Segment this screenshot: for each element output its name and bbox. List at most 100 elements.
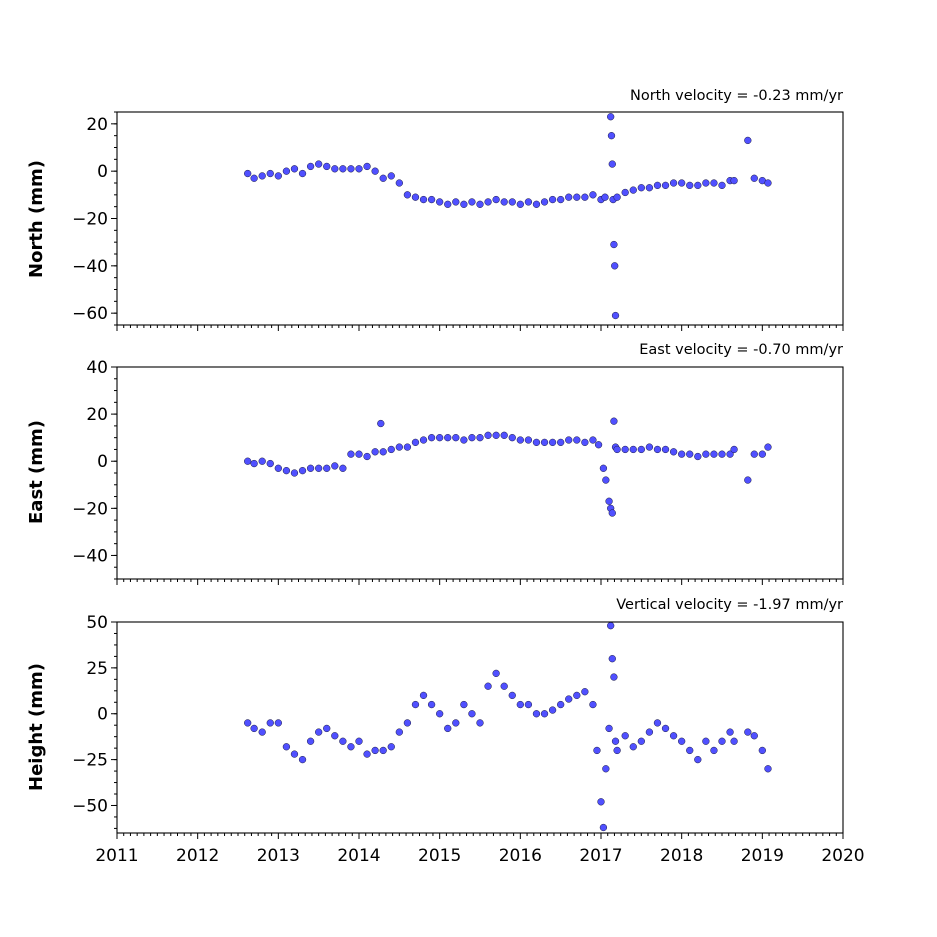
height-data-point: [710, 746, 718, 755]
height-data-point: [339, 737, 347, 745]
north-data-point: [516, 200, 524, 208]
north-y-tick-label: 0: [97, 162, 108, 182]
height-data-point: [540, 710, 549, 718]
east-data-point: [613, 445, 621, 454]
height-data-point: [608, 655, 616, 663]
height-data-point: [605, 724, 613, 733]
height-data-point: [500, 682, 508, 690]
east-data-point: [403, 443, 412, 451]
east-data-point: [599, 464, 608, 472]
north-data-point: [419, 195, 428, 204]
east-data-point: [678, 450, 686, 458]
height-data-point: [730, 737, 738, 745]
east-data-point: [532, 438, 541, 447]
east-data-point: [436, 434, 444, 442]
north-data-point: [274, 172, 282, 180]
north-data-point: [581, 193, 589, 201]
east-data-point: [610, 417, 618, 425]
height-data-point: [573, 691, 581, 700]
north-data-point: [607, 132, 616, 140]
east-data-point: [427, 434, 436, 442]
north-y-tick-label: −60: [72, 304, 108, 324]
east-data-point: [524, 436, 533, 444]
north-data-point: [363, 162, 371, 171]
east-data-point: [608, 509, 616, 517]
east-data-point: [764, 443, 772, 451]
east-data-point: [282, 466, 291, 475]
east-data-point: [484, 431, 492, 439]
east-y-tick-label: 20: [86, 405, 108, 425]
east-data-point: [444, 434, 452, 442]
height-data-point: [718, 737, 726, 745]
north-data-point: [611, 262, 619, 270]
north-data-point: [282, 167, 291, 175]
north-data-point: [532, 200, 541, 208]
north-panel: North velocity = -0.23 mm/yr North (mm) …: [26, 88, 844, 331]
height-data-point: [290, 750, 299, 758]
east-data-point: [730, 445, 738, 454]
north-data-point: [610, 240, 618, 249]
height-data-point: [371, 746, 379, 755]
north-data-point: [661, 181, 670, 190]
x-tick-label: 2012: [176, 846, 219, 866]
north-data-point: [565, 193, 573, 201]
north-data-point: [244, 169, 252, 178]
height-data-point: [744, 728, 752, 736]
height-data-point: [607, 622, 615, 630]
east-data-point: [244, 457, 252, 465]
north-data-point: [468, 198, 476, 206]
north-data-point: [427, 195, 436, 204]
east-data-point: [669, 448, 678, 456]
east-data-point: [452, 434, 460, 442]
east-panel: East velocity = -0.70 mm/yr East (mm) 40…: [26, 342, 844, 585]
north-data-point: [436, 198, 444, 206]
north-data-point: [613, 193, 621, 201]
east-y-tick-label: 0: [97, 452, 108, 472]
height-data-point: [427, 700, 436, 709]
north-data-point: [540, 198, 549, 206]
height-data-point: [363, 750, 371, 758]
north-data-point: [508, 198, 516, 206]
east-data-point: [508, 434, 516, 442]
east-ticks: 40 20 0 −20 −40: [72, 358, 844, 585]
north-data-point: [323, 162, 331, 171]
north-data-point: [460, 200, 468, 208]
north-data-point: [379, 174, 387, 182]
height-data-point: [726, 728, 734, 736]
height-data-point: [331, 732, 339, 740]
east-data-point: [710, 450, 718, 458]
x-tick-label: 2014: [337, 846, 380, 866]
height-data-point: [347, 743, 355, 751]
height-y-tick-label: 25: [86, 659, 108, 679]
north-data-point: [710, 179, 718, 187]
north-data-point: [608, 160, 616, 168]
height-data-point: [444, 724, 452, 733]
north-data-point: [250, 174, 258, 182]
x-tick-label: 2011: [95, 846, 138, 866]
north-data-point: [500, 198, 508, 206]
height-data-point: [602, 765, 610, 773]
north-data-point: [298, 169, 307, 178]
height-data-point: [611, 737, 620, 745]
height-data-point: [597, 798, 605, 806]
height-data-point: [557, 700, 565, 709]
north-data-point: [371, 167, 379, 175]
east-data-point: [411, 438, 420, 447]
height-data-point: [678, 737, 686, 745]
east-data-point: [744, 476, 752, 484]
east-data-point: [460, 436, 468, 444]
height-data-point: [266, 719, 274, 727]
east-data-point: [347, 450, 355, 458]
height-data-point: [298, 755, 307, 764]
east-data-point: [387, 445, 395, 454]
height-data-point: [274, 719, 282, 727]
x-tick-label: 2020: [821, 846, 864, 866]
east-data-point: [419, 436, 428, 444]
north-data-point: [601, 193, 609, 201]
north-data-point: [621, 188, 629, 197]
height-points: [244, 622, 772, 832]
east-data-point: [540, 438, 549, 447]
height-data-point: [629, 743, 637, 751]
east-y-tick-label: −20: [72, 499, 108, 519]
